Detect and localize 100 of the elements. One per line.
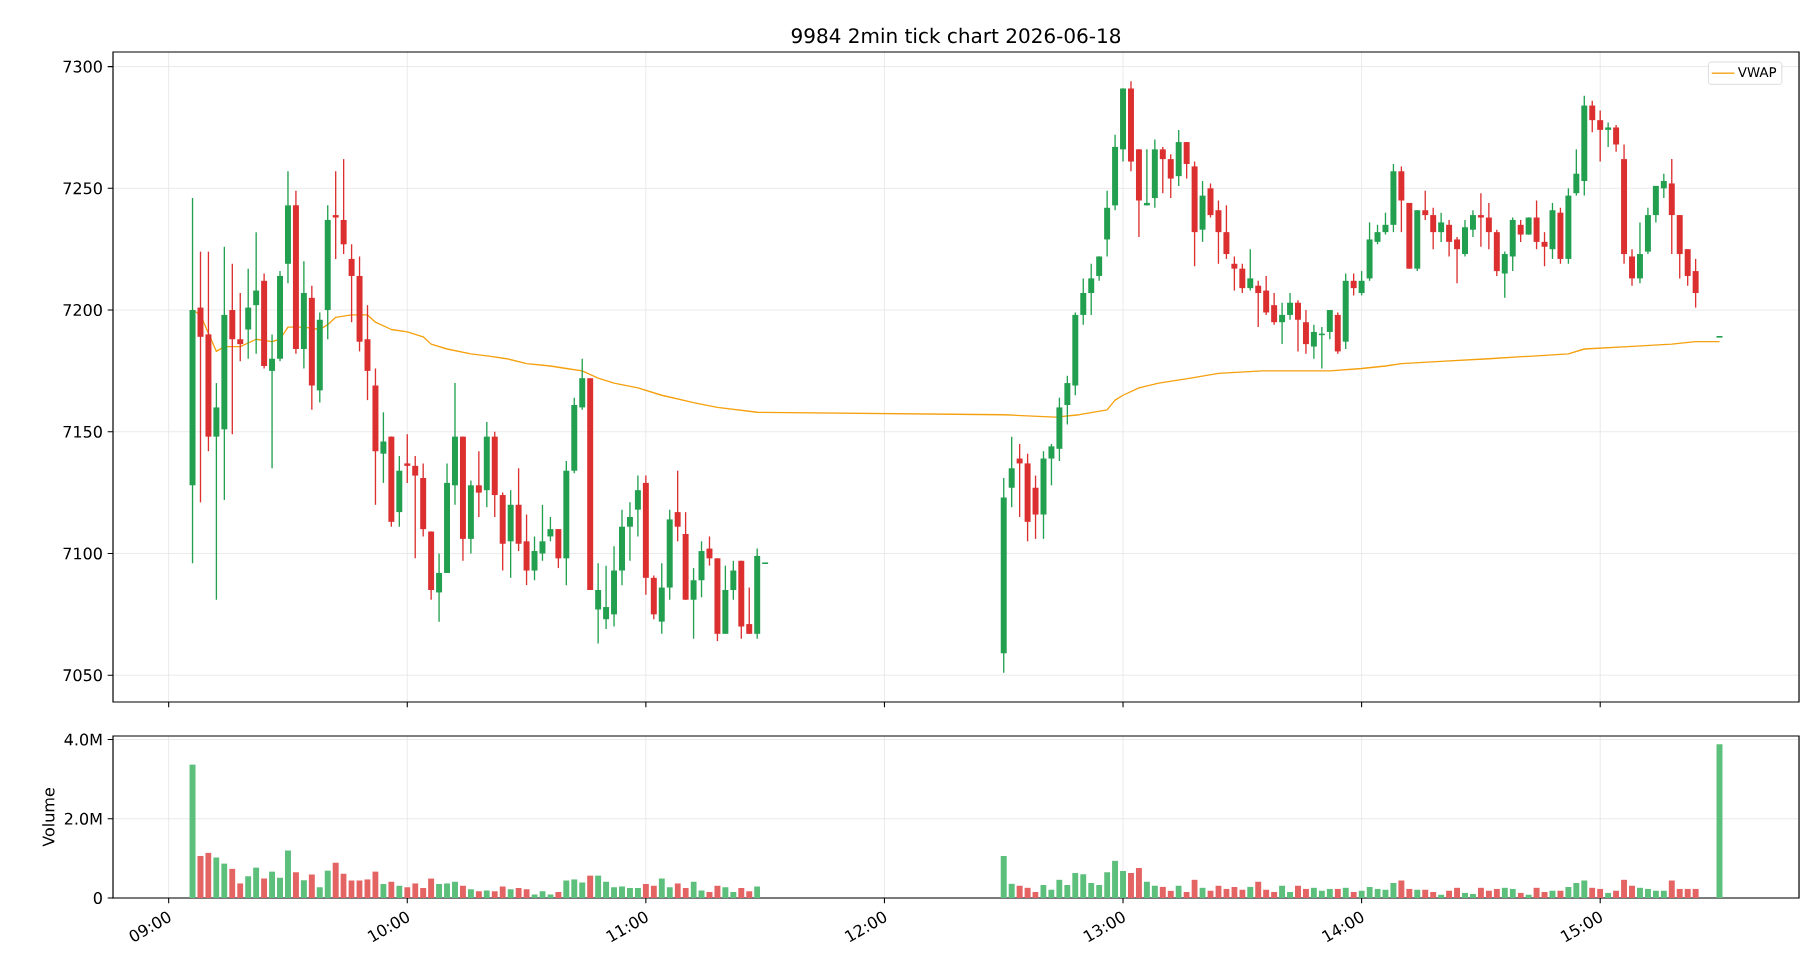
- candlestick: [1080, 277, 1087, 326]
- candlestick: [1215, 199, 1222, 265]
- bar: [1469, 894, 1476, 898]
- bar: [277, 877, 283, 898]
- candlestick: [404, 433, 411, 484]
- bar: [754, 886, 761, 898]
- bar: [1279, 885, 1286, 898]
- candlestick: [1231, 255, 1238, 292]
- bar: [221, 863, 228, 898]
- bar: [1430, 892, 1437, 898]
- y-tick-label: 7200: [63, 303, 102, 317]
- bar: [475, 891, 482, 898]
- bar: [189, 764, 196, 898]
- bar: [1255, 881, 1262, 898]
- bar: [1342, 887, 1349, 898]
- bar: [1438, 894, 1445, 898]
- candlestick: [1008, 435, 1015, 508]
- bar: [1557, 890, 1564, 898]
- candlestick: [1223, 204, 1230, 260]
- bar: [261, 878, 268, 898]
- bar: [642, 884, 649, 898]
- bar: [1334, 888, 1341, 898]
- bar: [1366, 886, 1373, 898]
- y-tick-label: 7150: [63, 425, 102, 438]
- bar: [1000, 856, 1007, 898]
- bar: [571, 879, 578, 898]
- candlestick: [730, 560, 737, 601]
- bar: [603, 881, 610, 898]
- candlestick: [1382, 211, 1389, 236]
- bar: [722, 887, 729, 898]
- bar: [1644, 888, 1651, 898]
- bar: [332, 862, 339, 898]
- bar: [666, 887, 673, 898]
- y-axis-title: Volume: [42, 788, 55, 847]
- bar: [1525, 894, 1532, 898]
- candlestick: [539, 504, 546, 562]
- bar: [650, 885, 657, 898]
- candlestick: [1096, 255, 1103, 282]
- bar: [1660, 890, 1667, 898]
- bar: [324, 870, 331, 898]
- candlestick: [1247, 248, 1254, 292]
- candlestick: [1541, 231, 1548, 267]
- bar: [292, 872, 299, 898]
- candlestick: [1350, 272, 1357, 297]
- bar: [587, 875, 594, 898]
- bar: [1128, 873, 1134, 898]
- candlestick: [1430, 207, 1437, 250]
- bar: [1048, 889, 1055, 898]
- candlestick: [245, 267, 252, 360]
- bar: [1159, 886, 1166, 898]
- bar: [452, 881, 458, 898]
- candlestick: [690, 567, 697, 640]
- candlestick: [1183, 141, 1190, 180]
- bar: [674, 883, 681, 898]
- candlestick: [626, 501, 633, 562]
- candlestick: [412, 455, 419, 560]
- candlestick: [1660, 173, 1667, 199]
- bar: [555, 892, 562, 898]
- bar: [658, 878, 665, 898]
- bar: [1509, 888, 1516, 898]
- bar: [1446, 890, 1453, 898]
- candlestick: [1446, 219, 1453, 258]
- bar: [1358, 890, 1365, 898]
- candlestick: [380, 411, 387, 484]
- bar: [1135, 867, 1142, 898]
- bar: [1263, 889, 1270, 898]
- candlestick: [1064, 375, 1071, 426]
- bar: [698, 890, 705, 898]
- bar: [1541, 892, 1548, 898]
- bar: [245, 876, 252, 898]
- bar: [1016, 885, 1023, 898]
- candlestick: [1048, 443, 1055, 486]
- bar: [229, 868, 236, 898]
- bar: [1398, 880, 1405, 898]
- bar: [626, 888, 633, 898]
- candlestick: [436, 552, 443, 623]
- bar: [563, 880, 570, 898]
- bar: [746, 891, 753, 898]
- bar: [1684, 888, 1691, 898]
- bar: [1454, 887, 1461, 898]
- bar: [1422, 889, 1429, 898]
- candlestick: [1255, 280, 1262, 328]
- bar: [1112, 860, 1119, 898]
- bar: [611, 887, 618, 898]
- candlestick: [1573, 148, 1580, 197]
- candlestick: [1692, 258, 1699, 309]
- candlestick: [547, 516, 554, 542]
- bar: [547, 894, 554, 898]
- candlestick: [1279, 302, 1286, 345]
- bar: [1573, 882, 1580, 898]
- bar: [1485, 890, 1492, 898]
- bar: [1008, 883, 1015, 898]
- candlestick: [1597, 109, 1604, 163]
- bar: [420, 888, 427, 898]
- candlestick: [1167, 153, 1174, 199]
- bar: [1024, 887, 1031, 898]
- bar: [316, 887, 323, 898]
- candlestick: [1326, 309, 1333, 340]
- candlestick: [1613, 124, 1620, 153]
- y-tick-label: 4.0M: [64, 733, 102, 746]
